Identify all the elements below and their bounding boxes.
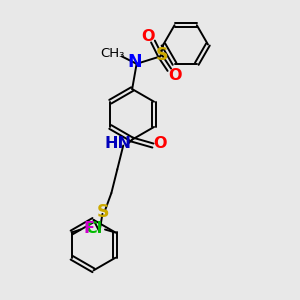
Text: CH₃: CH₃	[101, 47, 125, 60]
Text: S: S	[97, 203, 109, 221]
Text: O: O	[169, 68, 182, 82]
Text: Cl: Cl	[85, 221, 102, 236]
Text: S: S	[156, 46, 168, 64]
Text: HN: HN	[104, 136, 131, 151]
Text: N: N	[128, 53, 142, 71]
Text: O: O	[153, 136, 166, 151]
Text: O: O	[141, 29, 154, 44]
Text: F: F	[83, 221, 94, 236]
